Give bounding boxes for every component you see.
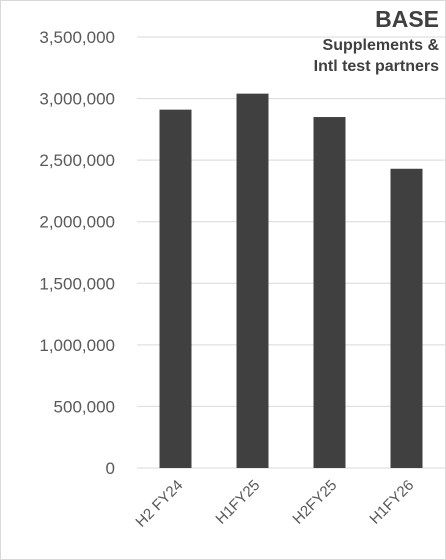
bars [159, 93, 423, 469]
bar-h1fy26 [390, 168, 423, 468]
y-axis-ticks: 0 500,000 1,000,000 1,500,000 2,000,000 2,500… [39, 28, 115, 478]
bar-h2fy25 [313, 117, 346, 469]
x-tick-label: H1FY25 [212, 477, 263, 528]
bar-h1fy25 [236, 93, 269, 468]
chart-title: BASE [375, 6, 439, 32]
y-tick-label: 3,000,000 [39, 90, 115, 109]
x-tick-label: H2FY25 [289, 477, 340, 528]
y-tick-label: 2,500,000 [39, 151, 115, 170]
y-tick-label: 1,500,000 [39, 274, 115, 293]
y-tick-label: 2,000,000 [39, 213, 115, 232]
y-tick-label: 3,500,000 [39, 28, 115, 47]
y-tick-label: 0 [106, 459, 115, 478]
x-axis-ticks: H2 FY24 H1FY25 H2FY25 H1FY26 [132, 477, 417, 531]
y-tick-label: 500,000 [54, 397, 115, 416]
x-tick-label: H1FY26 [366, 477, 417, 528]
bar-h2-fy24 [159, 109, 192, 468]
chart-subtitle: Supplements & Intl test partners [313, 37, 439, 75]
x-tick-label: H2 FY24 [132, 477, 186, 531]
y-tick-label: 1,000,000 [39, 336, 115, 355]
